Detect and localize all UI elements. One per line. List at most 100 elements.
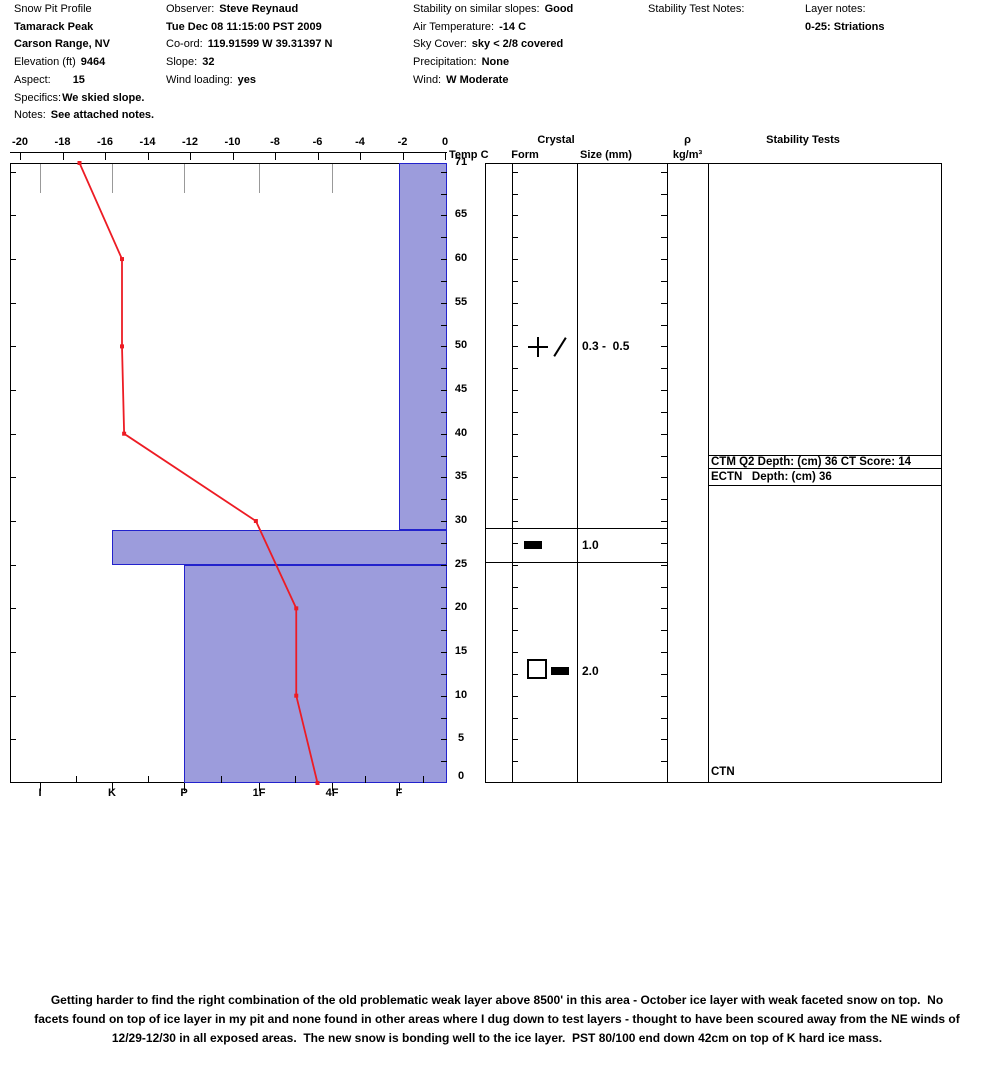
depth-tick — [10, 477, 16, 479]
crystal-plus-icon — [537, 337, 539, 357]
depth-tick — [512, 411, 518, 413]
depth-tick — [512, 739, 518, 741]
form-header: Form — [511, 149, 539, 161]
depth-tick — [661, 695, 667, 697]
wind-label: Wind: — [413, 73, 442, 86]
hardness-axis-tick — [259, 783, 260, 791]
location-name: Tamarack Peak — [14, 20, 94, 33]
hardness-bar-F — [399, 163, 447, 530]
depth-tick — [512, 717, 518, 719]
coord-value: 119.91599 W 39.31397 N — [207, 38, 333, 51]
crystal-header: Crystal — [537, 134, 575, 146]
depth-tick — [441, 455, 447, 457]
depth-tick — [441, 237, 447, 239]
depth-tick — [10, 302, 16, 304]
depth-tick — [661, 739, 667, 741]
depth-tick — [10, 564, 16, 566]
temp-tick-label: -12 — [182, 136, 198, 148]
slope-row: Slope: 32 — [166, 54, 332, 72]
depth-tick — [661, 346, 667, 348]
depth-tick — [512, 761, 518, 763]
size-column-right-line — [667, 163, 668, 783]
depth-tick — [10, 259, 16, 261]
header-observation: Observer: Steve Reynaud Tue Dec 08 11:15:… — [166, 1, 332, 90]
slope-value: 32 — [202, 56, 215, 69]
depth-tick — [441, 739, 447, 741]
hardness-grid-tick — [40, 164, 41, 193]
wind-loading-value: yes — [237, 73, 257, 86]
depth-tick — [10, 521, 16, 522]
stability-test-ctm: CTM Q2 Depth: (cm) 36 CT Score: 14 — [708, 455, 942, 469]
depth-tick — [512, 390, 518, 391]
depth-tick — [441, 215, 447, 217]
report-title-text: Snow Pit Profile — [14, 3, 92, 15]
depth-tick — [512, 215, 518, 217]
depth-tick — [661, 193, 667, 195]
observer-label: Observer: — [166, 3, 215, 15]
hardness-label: K — [108, 787, 116, 799]
layer-boundary-line-29cm — [485, 528, 667, 529]
layer-boundary-line-25cm — [485, 562, 667, 563]
temp-axis-tick — [62, 152, 64, 160]
facets-icon — [527, 659, 547, 679]
depth-tick — [512, 564, 518, 566]
crystal-box-left-border — [485, 163, 486, 783]
depth-label: 5 — [457, 732, 465, 745]
hardness-bar-K — [112, 529, 447, 565]
depth-tick — [441, 433, 447, 435]
observer-value: Steve Reynaud — [219, 3, 299, 15]
precip-row: Precipitation: None — [413, 54, 573, 72]
temp-axis-tick — [147, 152, 149, 160]
temp-tick-label: 0 — [441, 136, 449, 148]
temp-tick-label: -8 — [270, 136, 280, 148]
header-conditions: Stability on similar slopes: Good Air Tem… — [413, 1, 573, 90]
crystal-size-value: 1.0 — [582, 538, 599, 552]
depth-tick — [661, 455, 667, 457]
hardness-axis-tick — [184, 783, 185, 791]
temp-axis-tick — [275, 152, 276, 160]
stability-tests-header: Stability Tests — [766, 134, 840, 146]
air-temp-label: Air Temperature: — [413, 20, 495, 33]
hardness-minor-tick — [423, 776, 424, 783]
stability-value: Good — [544, 3, 574, 15]
temp-axis-tick — [402, 152, 404, 160]
hardness-grid-tick — [184, 164, 185, 193]
location-range: Carson Range, NV — [14, 38, 110, 51]
depth-tick — [661, 215, 667, 217]
depth-label: 35 — [454, 470, 468, 483]
temp-tick-label: -4 — [355, 136, 365, 148]
depth-tick — [512, 521, 518, 522]
depth-tick — [512, 608, 518, 610]
footer-note-line: 12/29-12/30 in all exposed areas. The ne… — [111, 1031, 883, 1045]
footer-notes: Getting harder to find the right combina… — [10, 991, 984, 1048]
depth-tick — [441, 586, 447, 588]
depth-tick — [512, 237, 518, 239]
depth-label: 0 — [457, 770, 465, 782]
depth-tick — [661, 717, 667, 719]
depth-tick — [661, 521, 667, 522]
hardness-grid-tick — [332, 164, 333, 193]
depth-tick — [441, 630, 447, 632]
stability-test-ectn: ECTN Depth: (cm) 36 — [708, 469, 942, 486]
coord-row: Co-ord: 119.91599 W 39.31397 N — [166, 36, 332, 54]
depth-tick — [10, 608, 16, 610]
depth-tick — [661, 477, 667, 479]
coord-label: Co-ord: — [166, 38, 203, 51]
hardness-minor-tick — [76, 776, 77, 783]
precip-label: Precipitation: — [413, 56, 477, 69]
depth-tick — [661, 237, 667, 239]
air-temp-row: Air Temperature: -14 C — [413, 19, 573, 37]
elevation-row: Elevation (ft) 9464 — [14, 54, 154, 72]
crystal-box-top-border — [485, 163, 708, 164]
depth-tick — [441, 302, 447, 304]
depth-tick — [661, 368, 667, 370]
temp-axis-tick — [232, 152, 234, 160]
hardness-axis-tick — [40, 783, 41, 791]
temp-tick-label: -6 — [312, 136, 323, 148]
depth-tick — [441, 259, 447, 261]
form-column-left-line — [512, 163, 513, 783]
depth-tick — [661, 586, 667, 588]
depth-tick — [10, 739, 16, 741]
stability-row: Stability on similar slopes: Good — [413, 1, 573, 19]
